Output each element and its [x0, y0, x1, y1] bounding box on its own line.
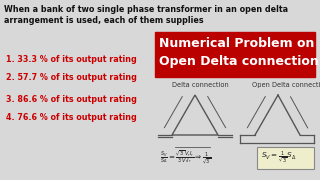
FancyBboxPatch shape: [257, 147, 314, 169]
Text: arrangement is used, each of them supplies: arrangement is used, each of them suppli…: [4, 16, 204, 25]
Text: 1. 33.3 % of its output rating: 1. 33.3 % of its output rating: [6, 55, 137, 64]
Text: 2. 57.7 % of its output rating: 2. 57.7 % of its output rating: [6, 73, 137, 82]
Text: $\frac{S_V}{S_\Delta}=\frac{\sqrt{3}\,V_r I_r}{3\,V_r I_r}\Rightarrow\frac{1}{\s: $\frac{S_V}{S_\Delta}=\frac{\sqrt{3}\,V_…: [160, 150, 212, 166]
Text: Delta connection: Delta connection: [172, 82, 229, 88]
Text: 3. 86.6 % of its output rating: 3. 86.6 % of its output rating: [6, 95, 137, 104]
Text: Open Delta connection: Open Delta connection: [159, 55, 319, 68]
Text: Open Delta connection: Open Delta connection: [252, 82, 320, 88]
Text: 4. 76.6 % of its output rating: 4. 76.6 % of its output rating: [6, 113, 137, 122]
FancyBboxPatch shape: [155, 32, 315, 77]
Text: $S_V=\frac{1}{\sqrt{3}}S_\Delta$: $S_V=\frac{1}{\sqrt{3}}S_\Delta$: [261, 150, 297, 165]
Text: Numerical Problem on: Numerical Problem on: [159, 37, 314, 50]
Text: When a bank of two single phase transformer in an open delta: When a bank of two single phase transfor…: [4, 5, 288, 14]
